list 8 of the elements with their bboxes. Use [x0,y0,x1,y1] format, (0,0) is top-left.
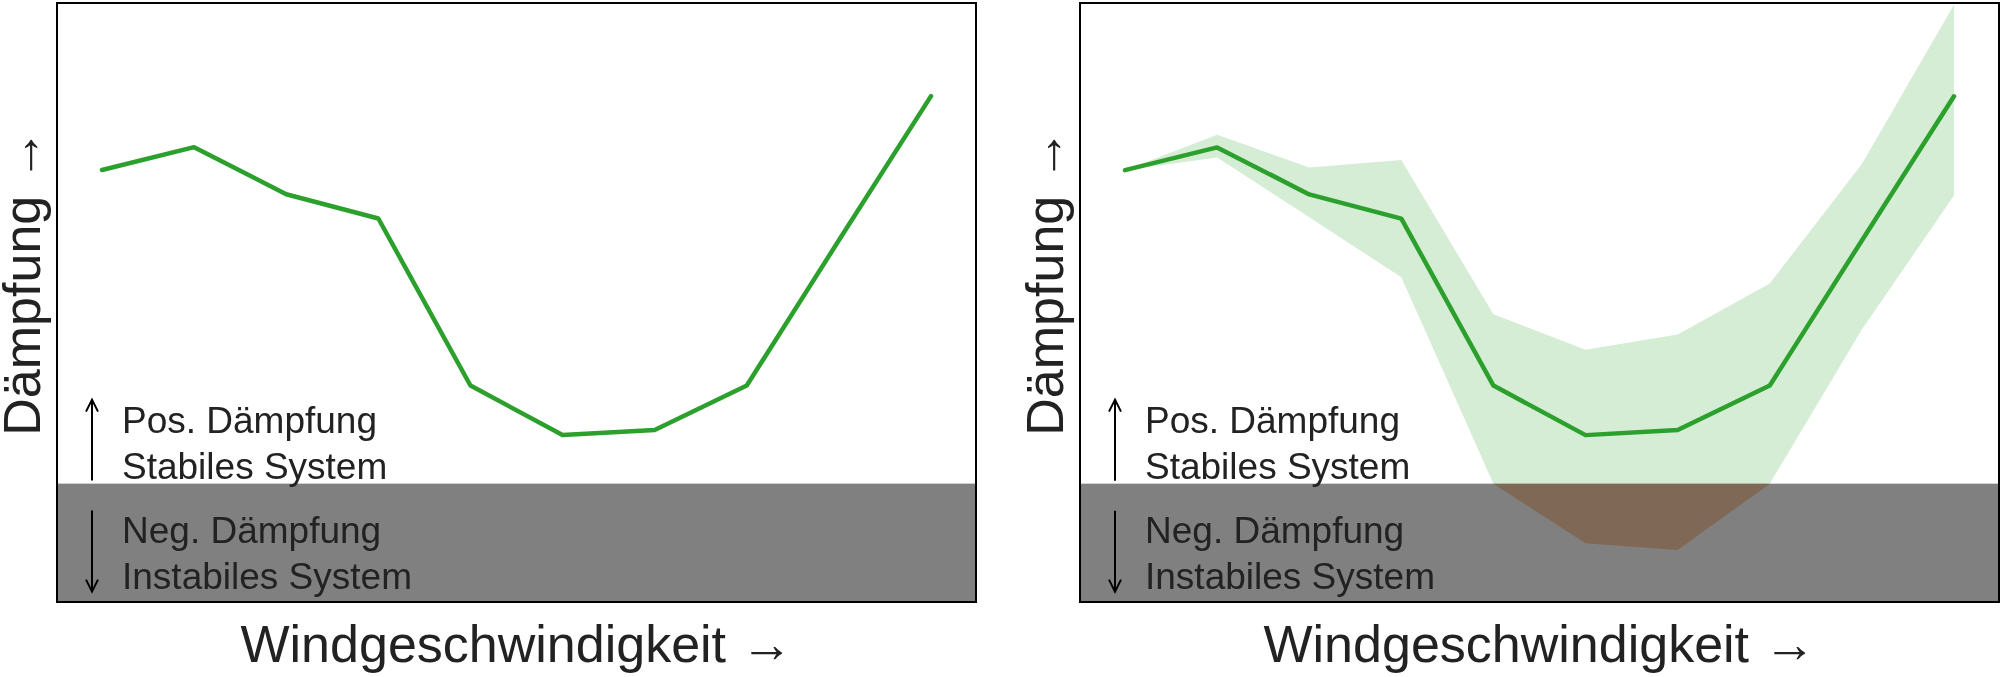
annotation: Neg. Dämpfung Instabiles System [122,509,412,597]
x-axis-title: Windgeschwindigkeit → [240,615,793,673]
y-axis-title: Dämpfung → [1016,129,1074,436]
y-axis-title: Dämpfung → [0,129,51,436]
annotation: Pos. Dämpfung Stabiles System [122,399,388,487]
annotation: Neg. Dämpfung Instabiles System [1145,509,1435,597]
annotation: Pos. Dämpfung Stabiles System [1145,399,1411,487]
x-axis-title: Windgeschwindigkeit → [1263,615,1816,673]
